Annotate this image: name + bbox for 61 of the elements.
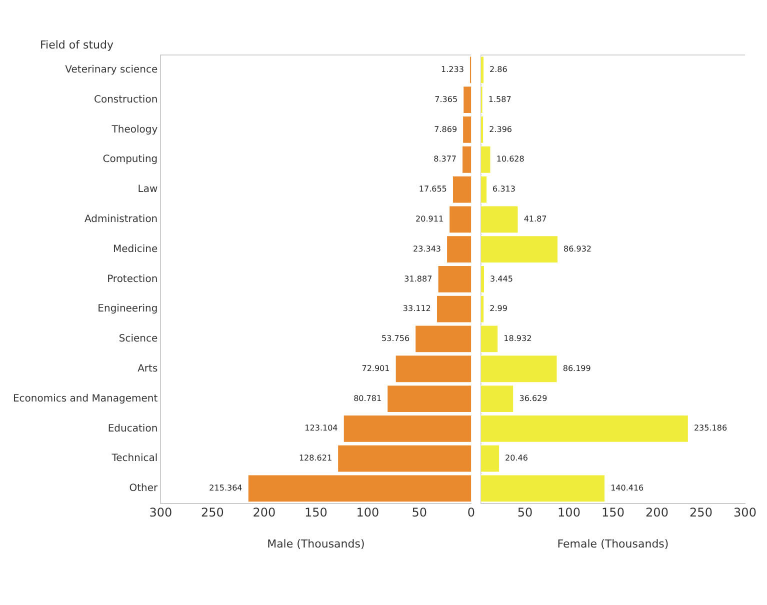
data-label: 17.655 xyxy=(418,184,447,194)
data-label: 86.932 xyxy=(564,244,592,254)
y-tick-label: Arts xyxy=(138,363,158,374)
data-label: 235.186 xyxy=(694,424,728,433)
y-tick-label: Protection xyxy=(107,274,158,285)
data-label: 3.445 xyxy=(490,274,513,284)
x-tick-label: 300 xyxy=(734,506,756,520)
data-label: 53.756 xyxy=(382,334,410,344)
data-label: 18.932 xyxy=(504,334,532,344)
y-tick-label: Theology xyxy=(110,124,158,136)
x-tick-label: 100 xyxy=(356,506,380,520)
data-label: 80.781 xyxy=(354,394,382,403)
x-tick-label: 50 xyxy=(517,506,533,520)
x-tick-label: 100 xyxy=(558,506,580,520)
data-label: 31.887 xyxy=(404,274,432,284)
data-label: 8.377 xyxy=(434,154,457,164)
data-label: 6.313 xyxy=(492,184,516,194)
x-axis-title: Male (Thousands) xyxy=(267,537,365,550)
data-label: 41.87 xyxy=(524,214,547,224)
x-tick-label: 150 xyxy=(304,506,328,520)
data-label: 36.629 xyxy=(519,394,548,403)
data-label: 20.46 xyxy=(505,454,528,463)
x-axis-title: Female (Thousands) xyxy=(557,537,669,550)
data-label: 1.587 xyxy=(488,94,512,104)
x-tick-label: 300 xyxy=(149,506,172,520)
data-label: 2.99 xyxy=(490,304,508,314)
y-tick-label: Other xyxy=(129,483,159,494)
x-tick-label: 50 xyxy=(412,506,428,520)
data-label: 2.396 xyxy=(489,124,512,134)
y-tick-label: Law xyxy=(138,184,158,196)
y-tick-label: Computing xyxy=(102,154,158,166)
data-label: 72.901 xyxy=(362,364,390,373)
data-label: 1.233 xyxy=(441,65,464,74)
y-tick-label: Veterinary science xyxy=(65,64,158,76)
data-label: 7.869 xyxy=(434,124,458,134)
data-label: 10.628 xyxy=(496,154,524,164)
y-tick-label: Economics and Management xyxy=(12,393,158,404)
data-label: 86.199 xyxy=(562,364,591,373)
y-tick-label: Construction xyxy=(94,94,158,106)
x-tick-label: 250 xyxy=(200,506,224,520)
data-label: 140.416 xyxy=(610,484,644,493)
x-tick-label: 250 xyxy=(690,506,712,520)
y-tick-label: Engineering xyxy=(98,304,158,315)
x-tick-label: 200 xyxy=(252,506,276,520)
y-tick-label: Medicine xyxy=(112,244,158,255)
y-axis-title: Field of study xyxy=(40,38,114,52)
x-tick-label: 150 xyxy=(602,506,624,520)
data-label: 7.365 xyxy=(434,94,458,104)
y-tick-label: Science xyxy=(118,334,158,345)
x-tick-label: 0 xyxy=(467,506,476,520)
data-label: 33.112 xyxy=(402,304,431,314)
y-tick-label: Technical xyxy=(110,453,158,464)
data-label: 123.104 xyxy=(304,424,338,433)
y-tick-label: Administration xyxy=(84,214,158,226)
data-label: 128.621 xyxy=(298,454,332,463)
x-tick-label: 200 xyxy=(646,506,668,520)
data-label: 215.364 xyxy=(209,484,242,493)
data-label: 23.343 xyxy=(413,244,442,254)
y-tick-label: Education xyxy=(108,423,158,434)
data-label: 20.911 xyxy=(416,214,444,224)
data-label: 2.86 xyxy=(490,65,508,74)
